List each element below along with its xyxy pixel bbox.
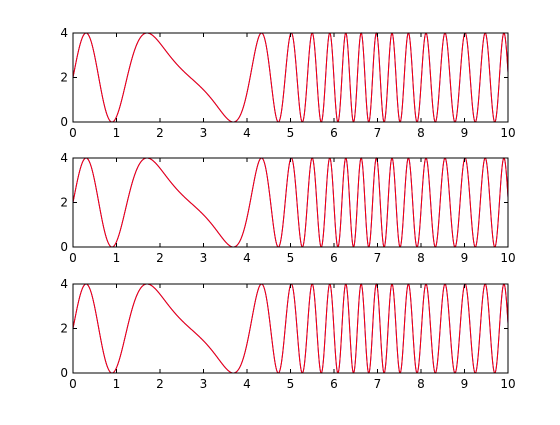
y-tick-label: 2	[60, 196, 68, 210]
subplot-1: 0 1 2 3 4 5 6 7 8 9 10 0 2 4	[60, 26, 515, 140]
x-tick-label: 7	[374, 377, 382, 391]
x-tick-label: 0	[69, 126, 77, 140]
x-tick-label: 1	[113, 251, 121, 265]
x-tick-label: 6	[330, 377, 338, 391]
x-tick-label: 9	[461, 251, 469, 265]
x-tick-label: 10	[500, 126, 515, 140]
x-tick-label: 6	[330, 251, 338, 265]
x-tick-label: 8	[417, 126, 425, 140]
subplot-3: 0 1 2 3 4 5 6 7 8 9 10 0 2 4	[60, 277, 515, 391]
y-tick-label: 0	[60, 115, 68, 129]
x-tick-label: 10	[500, 377, 515, 391]
x-tick-label: 1	[113, 126, 121, 140]
y-tick-label: 4	[60, 277, 68, 291]
x-tick-label: 5	[287, 377, 295, 391]
x-tick-label: 10	[500, 251, 515, 265]
x-tick-label: 2	[156, 126, 164, 140]
x-tick-label: 0	[69, 251, 77, 265]
x-tick-label: 4	[243, 126, 251, 140]
y-tick-label: 4	[60, 26, 68, 40]
x-tick-label: 6	[330, 126, 338, 140]
x-tick-label: 1	[113, 377, 121, 391]
x-tick-label: 8	[417, 377, 425, 391]
series-line-2	[72, 157, 509, 248]
x-tick-label: 5	[287, 126, 295, 140]
y-tick-label: 0	[60, 240, 68, 254]
y-tick-label: 2	[60, 322, 68, 336]
subplot-2: 0 1 2 3 4 5 6 7 8 9 10 0 2 4	[60, 151, 515, 265]
x-tick-label: 3	[200, 251, 208, 265]
x-tick-label: 0	[69, 377, 77, 391]
x-tick-label: 4	[243, 251, 251, 265]
x-tick-label: 2	[156, 251, 164, 265]
x-tick-label: 7	[374, 251, 382, 265]
x-tick-label: 2	[156, 377, 164, 391]
x-tick-label: 3	[200, 377, 208, 391]
x-tick-label: 4	[243, 377, 251, 391]
series-line-2	[72, 32, 509, 123]
series-line-2	[72, 283, 509, 374]
x-tick-label: 9	[461, 126, 469, 140]
x-tick-label: 3	[200, 126, 208, 140]
y-tick-label: 2	[60, 71, 68, 85]
x-tick-label: 7	[374, 126, 382, 140]
y-tick-label: 4	[60, 151, 68, 165]
y-tick-label: 0	[60, 366, 68, 380]
x-tick-label: 9	[461, 377, 469, 391]
x-tick-label: 5	[287, 251, 295, 265]
x-tick-label: 8	[417, 251, 425, 265]
